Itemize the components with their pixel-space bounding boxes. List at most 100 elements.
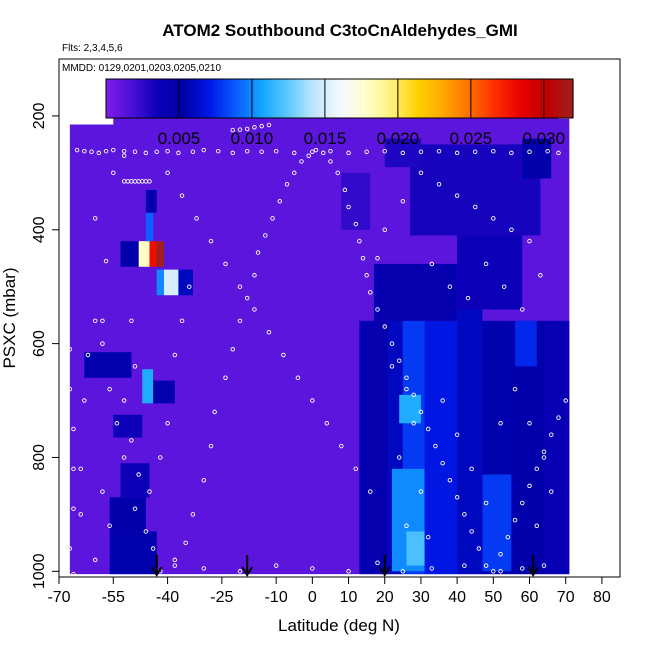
x-tick-label: 70 <box>557 589 575 606</box>
sample-marker <box>230 347 235 352</box>
heatmap-cell <box>424 320 458 575</box>
y-axis-label: PSXC (mbar) <box>0 267 19 368</box>
sample-marker <box>121 153 127 159</box>
sample-marker <box>306 153 311 159</box>
x-tick-label: 0 <box>308 589 317 606</box>
plot-frame <box>58 58 621 578</box>
sample-marker <box>252 307 257 312</box>
sample-marker <box>545 148 550 154</box>
colorbar-swatch <box>284 79 288 118</box>
sample-marker <box>63 307 69 312</box>
sample-marker <box>541 455 547 460</box>
y-tick-label: 800 <box>31 444 48 471</box>
x-tick-label: -40 <box>156 589 179 606</box>
sample-marker <box>111 147 116 153</box>
sample-marker <box>310 566 315 571</box>
sample-marker <box>534 466 540 472</box>
colorbar-swatch <box>275 79 279 118</box>
x-tick-label: -55 <box>102 589 125 606</box>
colorbar-swatch <box>216 79 221 118</box>
sample-marker <box>212 409 217 415</box>
profile-arrow <box>150 555 163 577</box>
colorbar-swatch <box>117 79 122 118</box>
heatmap-cell <box>178 269 193 296</box>
colorbar-swatch <box>380 79 384 118</box>
sample-marker <box>328 159 333 164</box>
sample-marker <box>208 238 214 244</box>
sample-marker <box>425 426 431 432</box>
x-tick-label: 10 <box>340 589 358 606</box>
sample-marker <box>183 540 188 546</box>
dates-subtitle: MMDD: 0129,0201,0203,0205,0210 <box>62 63 221 74</box>
colorbar-swatch <box>263 79 268 118</box>
colorbar-swatch <box>377 79 381 118</box>
colorbar-swatch <box>459 79 463 118</box>
sample-marker <box>92 318 98 324</box>
sample-marker <box>230 150 235 156</box>
sample-marker <box>190 149 196 155</box>
colorbar-swatch <box>316 79 320 118</box>
colorbar-swatch <box>190 79 195 118</box>
heatmap-cell <box>399 394 421 424</box>
sample-marker <box>342 187 348 193</box>
colorbar-swatch <box>412 79 416 118</box>
colorbar-swatch <box>429 79 434 118</box>
heatmap-cell <box>522 138 552 179</box>
colorbar-swatch <box>178 79 183 118</box>
sample-marker <box>440 460 445 466</box>
sample-marker <box>483 500 489 506</box>
sample-marker <box>353 221 359 227</box>
sample-marker <box>107 386 112 392</box>
sample-marker <box>136 472 141 477</box>
sample-marker <box>541 563 547 568</box>
sample-marker <box>103 148 109 154</box>
sample-marker <box>172 352 178 358</box>
colorbar-swatch <box>298 79 303 118</box>
colorbar-swatch <box>292 79 297 118</box>
colorbar-swatch <box>362 79 367 118</box>
sample-marker <box>179 318 185 324</box>
y-tick-label: 600 <box>31 330 48 357</box>
sample-marker <box>259 123 264 129</box>
colorbar-swatch <box>289 79 294 118</box>
sample-marker <box>454 495 460 500</box>
sample-marker <box>201 566 207 571</box>
sample-marker <box>103 258 109 264</box>
colorbar-swatch <box>123 79 128 118</box>
sample-marker <box>375 560 380 566</box>
colorbar-swatch <box>219 79 224 118</box>
sample-marker <box>132 149 138 155</box>
sample-marker <box>360 255 366 261</box>
colorbar-swatch <box>196 79 200 118</box>
colorbar-swatch <box>552 79 557 118</box>
sample-marker <box>418 149 424 155</box>
sample-marker <box>346 569 351 574</box>
colorbar-swatch <box>400 79 405 118</box>
sample-marker <box>132 364 138 369</box>
colorbar-swatch <box>205 79 209 118</box>
sample-marker <box>368 489 373 494</box>
sample-marker <box>527 149 532 155</box>
heatmap-cell <box>373 263 458 321</box>
colorbar-swatch <box>444 79 449 118</box>
heatmap-cell <box>163 269 179 296</box>
sample-marker <box>462 512 467 517</box>
colorbar-swatch <box>211 79 215 118</box>
colorbar-swatch <box>441 79 446 118</box>
sample-marker <box>382 227 387 233</box>
colorbar-swatch <box>164 79 168 118</box>
sample-marker <box>284 181 290 187</box>
heatmap-cell <box>384 138 421 168</box>
colorbar-swatch <box>520 79 524 118</box>
colorbar-swatch <box>482 79 487 118</box>
sample-marker <box>129 438 134 443</box>
sample-marker <box>165 421 170 426</box>
sample-marker <box>429 261 435 267</box>
sample-marker <box>454 193 460 198</box>
colorbar-swatch <box>526 79 530 118</box>
sample-marker <box>462 563 467 568</box>
sample-marker <box>172 557 178 563</box>
colorbar-swatch <box>421 79 425 118</box>
sample-marker <box>71 426 76 432</box>
